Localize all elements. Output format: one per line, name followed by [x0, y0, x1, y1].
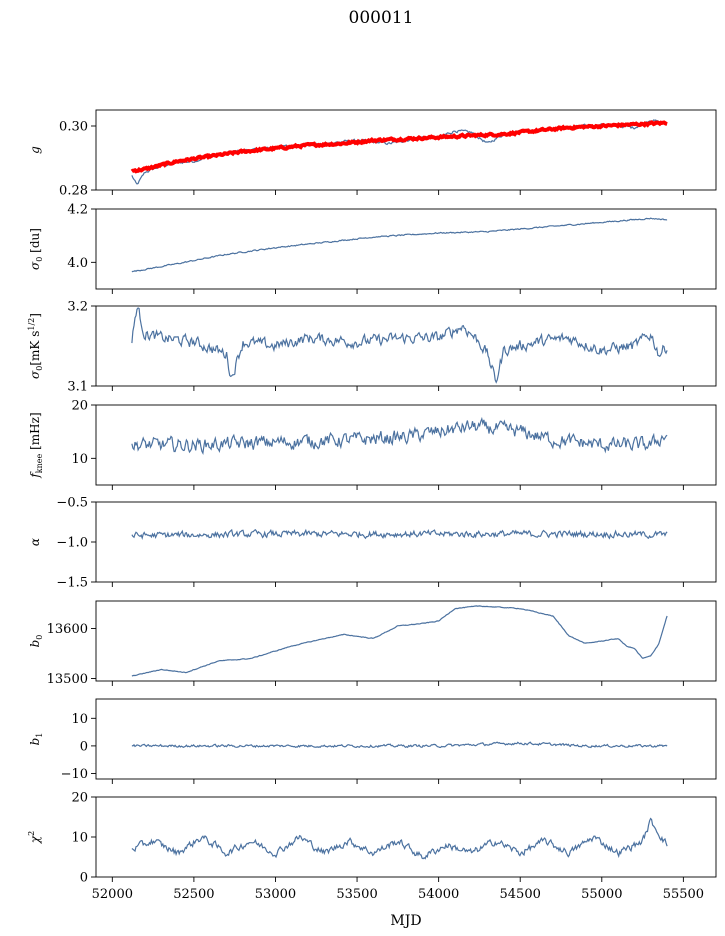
y-tick-label: 13500 — [47, 672, 88, 687]
y-axis-label: α — [28, 538, 42, 546]
x-axis-label: MJD — [390, 913, 421, 929]
series-line — [131, 528, 668, 541]
y-tick-label: 10 — [71, 831, 88, 846]
y-tick-label: 0.30 — [59, 120, 88, 135]
y-tick-label: 0 — [80, 739, 88, 754]
panel-2: 4.0 4.2 σ0 [du] — [28, 203, 717, 294]
plot-frame — [95, 501, 717, 583]
plot-frame — [95, 208, 717, 290]
x-tick-label: 53000 — [255, 887, 296, 902]
y-tick-label: 0 — [80, 871, 88, 886]
series-line-overlay — [130, 120, 668, 174]
y-tick-label: −1.5 — [56, 576, 88, 591]
plot-frame — [95, 109, 717, 191]
panel-8: 0 10 20 χ2 — [27, 791, 717, 886]
x-tick-label: 52500 — [173, 887, 214, 902]
y-axis-label: b0 — [28, 635, 44, 648]
panel-7: −10 0 10 b1 — [28, 698, 717, 784]
y-tick-label: 20 — [71, 399, 88, 414]
x-axis-ticks: 52000 52500 53000 53500 54000 54500 55000 55500 — [92, 887, 704, 902]
y-axis-label: σ0[mK s1/2] — [27, 313, 44, 379]
series-line — [131, 307, 668, 384]
x-tick-label: 54000 — [418, 887, 459, 902]
plot-frame — [95, 698, 717, 780]
panel-1: 0.28 0.30 g — [28, 109, 717, 199]
x-tick-label: 55000 — [581, 887, 622, 902]
y-tick-label: 10 — [71, 712, 88, 727]
y-tick-label: 3.2 — [67, 300, 88, 315]
plot-frame — [95, 796, 717, 878]
plot-frame — [95, 305, 717, 387]
series-line — [131, 119, 668, 185]
y-axis-label: b1 — [28, 733, 44, 746]
y-axis-label: χ2 — [27, 831, 42, 844]
y-tick-label: 4.0 — [67, 256, 88, 271]
panel-5: −1.5 −1.0 −0.5 α — [28, 496, 717, 591]
y-axis-label: σ0 [du] — [28, 228, 44, 270]
series-line — [131, 741, 668, 749]
figure-title: 000011 — [349, 8, 414, 28]
series-line — [131, 817, 668, 860]
panels: 0.28 0.30 g 4.0 4.2 σ0 [du] 3.1 3.2 σ0[mK s1/2] 1… — [27, 109, 717, 886]
y-axis-label: g — [28, 146, 42, 154]
y-tick-label: −0.5 — [56, 496, 88, 511]
y-tick-label: 10 — [71, 452, 88, 467]
x-tick-label: 52000 — [92, 887, 133, 902]
y-tick-label: 20 — [71, 791, 88, 806]
plot-frame — [95, 404, 717, 486]
y-tick-label: −1.0 — [56, 536, 88, 551]
panel-4: 10 20 fknee [mHz] — [28, 399, 717, 490]
series-line — [131, 217, 668, 273]
x-tick-label: 55500 — [663, 887, 704, 902]
y-tick-label: 4.2 — [67, 203, 88, 218]
panel-3: 3.1 3.2 σ0[mK s1/2] — [27, 300, 717, 395]
x-tick-label: 53500 — [336, 887, 377, 902]
y-tick-label: 0.28 — [59, 184, 88, 199]
y-tick-label: 3.1 — [67, 380, 88, 395]
plot-frame — [95, 600, 717, 682]
x-tick-label: 54500 — [500, 887, 541, 902]
y-axis-label: fknee [mHz] — [28, 412, 44, 478]
series-line — [131, 605, 668, 677]
y-tick-label: 13600 — [47, 622, 88, 637]
y-tick-label: −10 — [61, 767, 88, 782]
series-line — [131, 416, 668, 455]
